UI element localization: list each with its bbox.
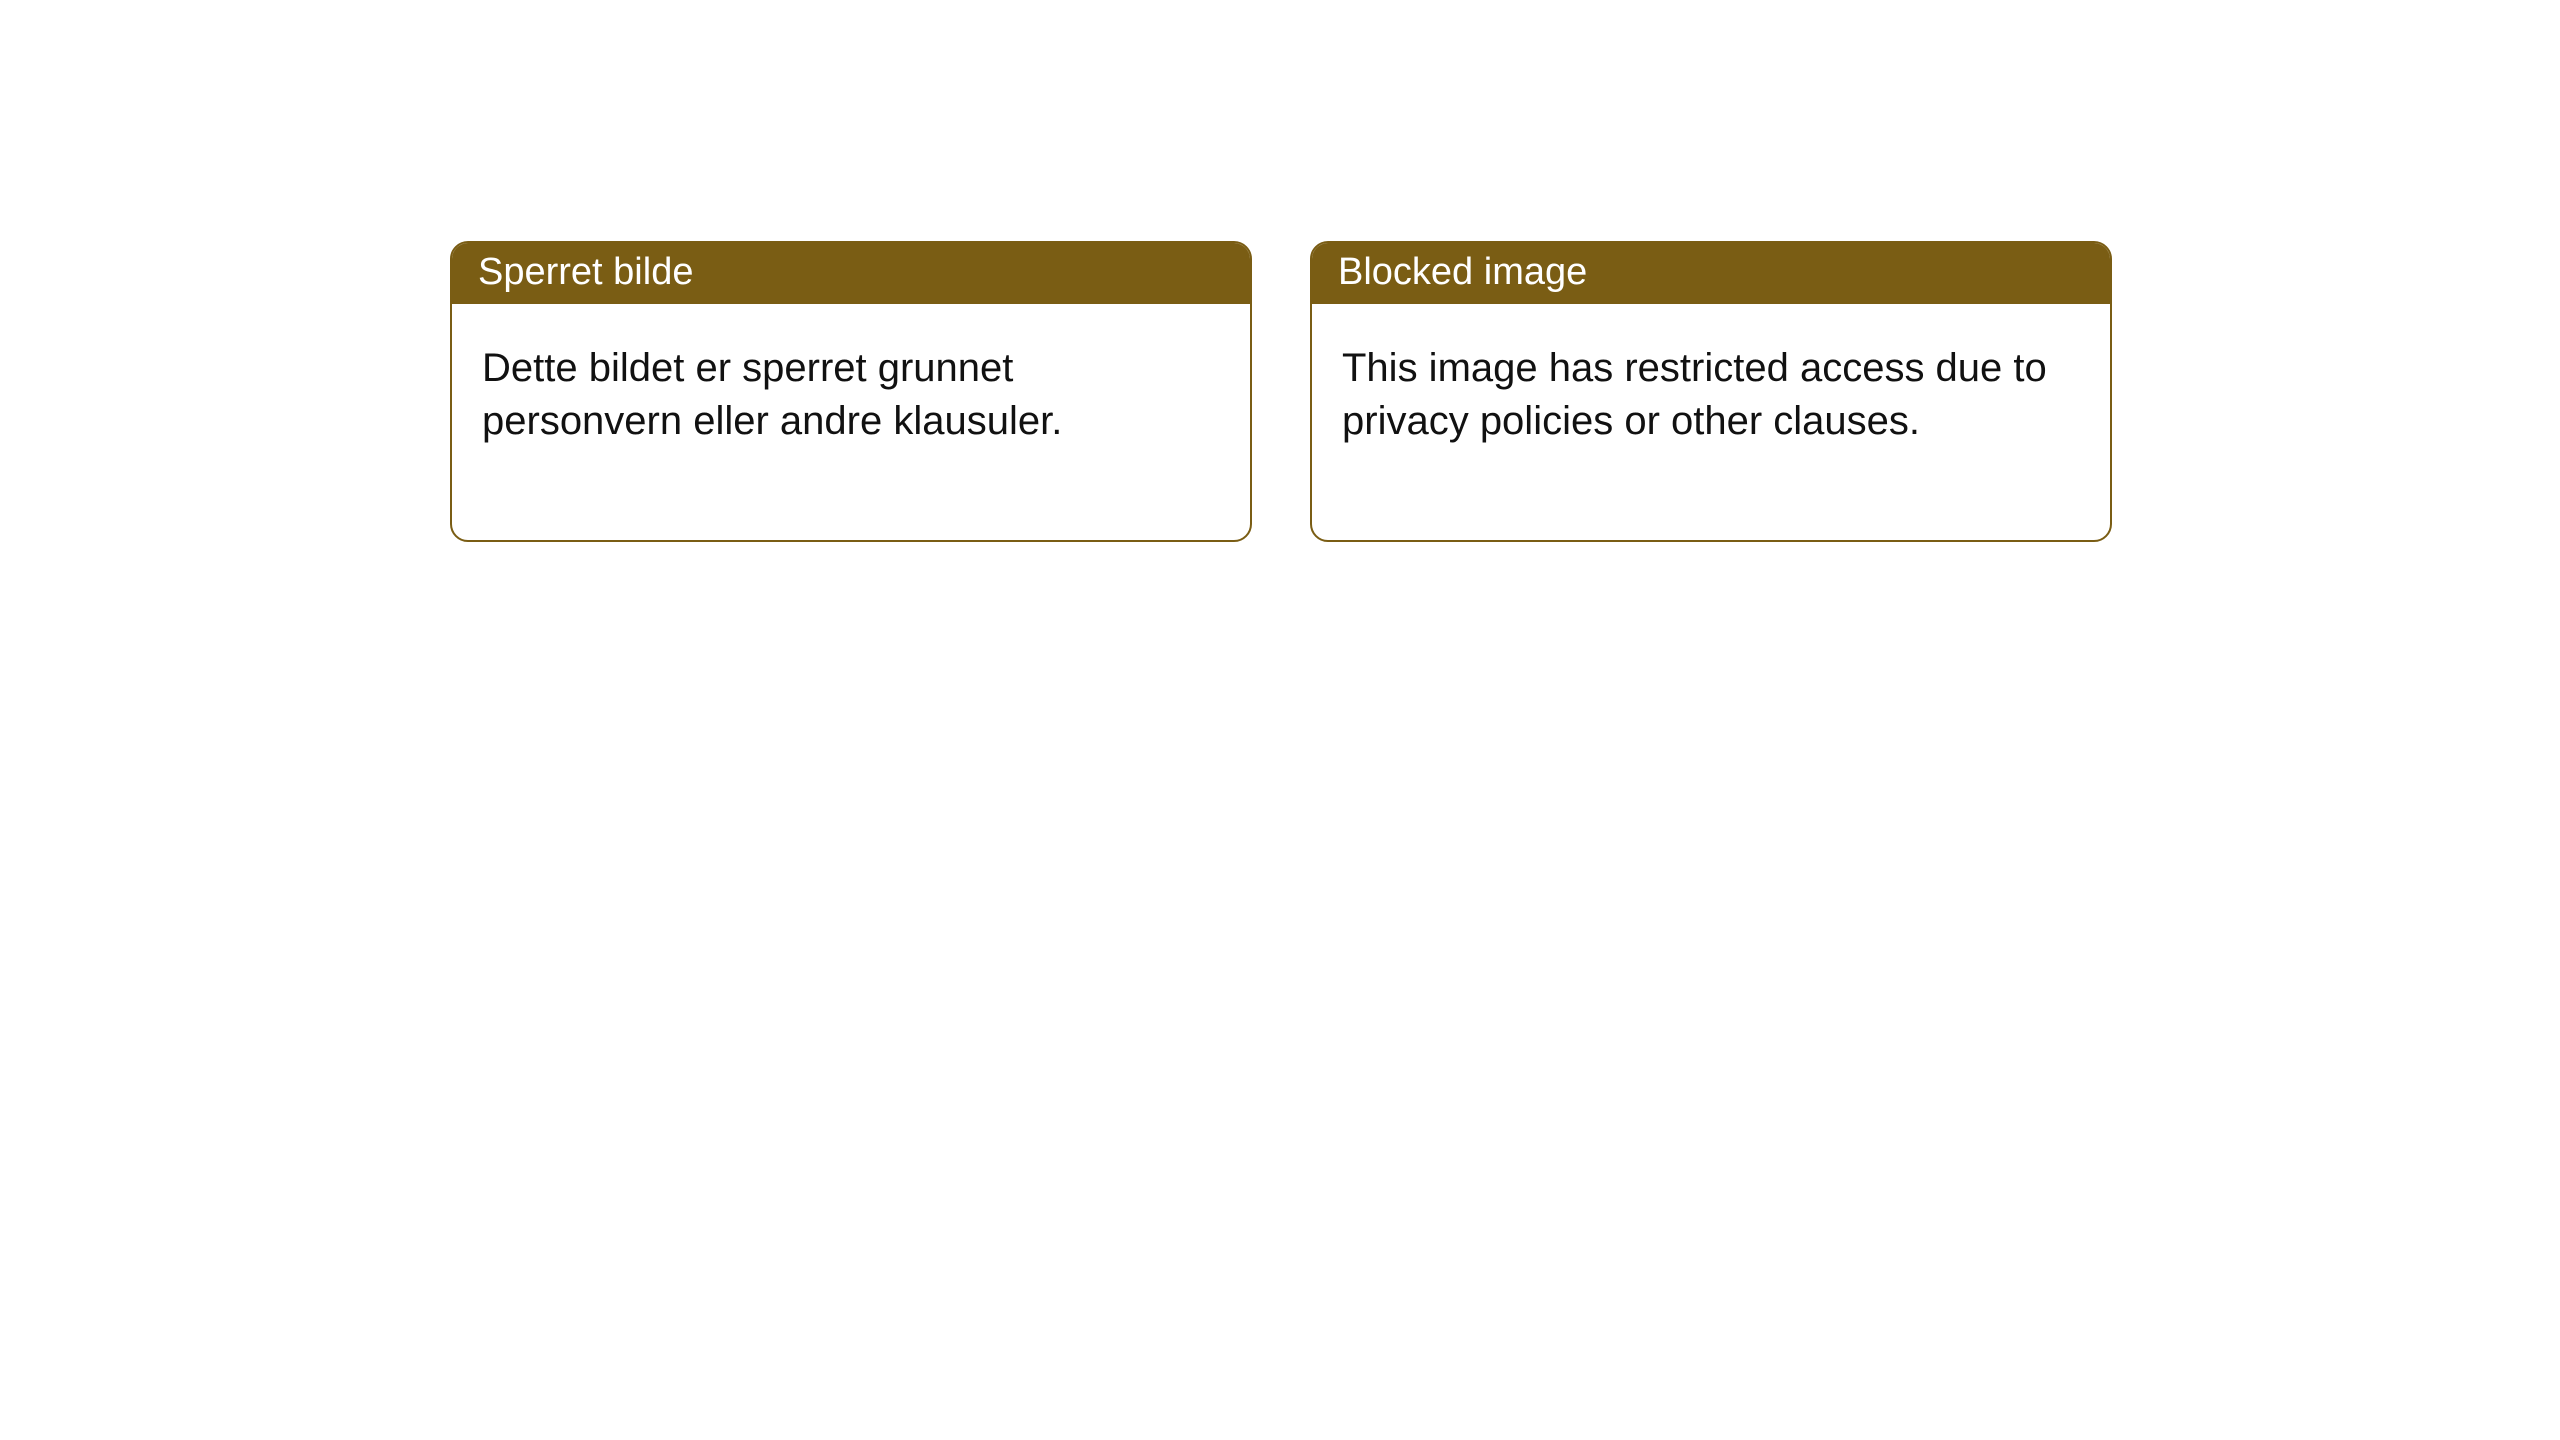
notice-header: Blocked image: [1312, 243, 2110, 304]
notice-body: This image has restricted access due to …: [1312, 304, 2110, 540]
notice-container: Sperret bilde Dette bildet er sperret gr…: [450, 241, 2112, 542]
notice-body: Dette bildet er sperret grunnet personve…: [452, 304, 1250, 540]
notice-card-norwegian: Sperret bilde Dette bildet er sperret gr…: [450, 241, 1252, 542]
notice-card-english: Blocked image This image has restricted …: [1310, 241, 2112, 542]
notice-header: Sperret bilde: [452, 243, 1250, 304]
